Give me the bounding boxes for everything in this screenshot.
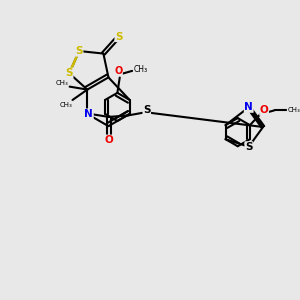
Text: CH₃: CH₃ bbox=[60, 102, 72, 108]
Text: N: N bbox=[85, 109, 93, 119]
Text: CH₃: CH₃ bbox=[287, 107, 300, 113]
Text: S: S bbox=[115, 32, 122, 42]
Text: O: O bbox=[104, 135, 113, 145]
Text: CH₃: CH₃ bbox=[56, 80, 68, 86]
Text: S: S bbox=[75, 46, 83, 56]
Text: O: O bbox=[114, 66, 122, 76]
Text: S: S bbox=[65, 68, 73, 78]
Text: S: S bbox=[245, 142, 253, 152]
Text: N: N bbox=[244, 102, 253, 112]
Text: S: S bbox=[143, 105, 151, 115]
Text: O: O bbox=[260, 105, 268, 115]
Text: CH₃: CH₃ bbox=[134, 65, 148, 74]
